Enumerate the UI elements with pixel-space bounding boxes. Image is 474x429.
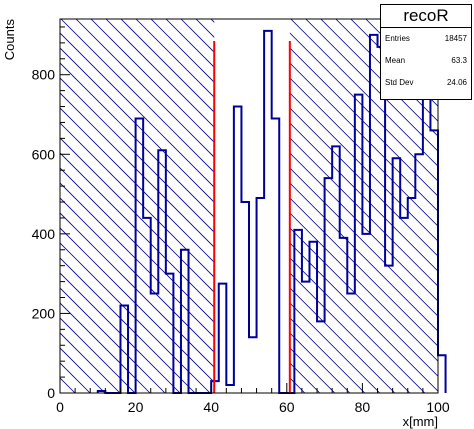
stats-title: recoR (381, 5, 471, 28)
hatch-line (60, 62, 215, 218)
selection-lines-layer (213, 41, 291, 393)
hatch-line (289, 32, 438, 182)
hatch-line (60, 19, 215, 173)
y-tick-label: 800 (32, 67, 56, 83)
hatch-line (289, 302, 381, 393)
hatch-line (289, 167, 438, 317)
x-tick-label: 100 (426, 399, 450, 415)
hatched-region-1 (289, 19, 438, 393)
hatch-line (60, 317, 136, 393)
hatch-line (60, 227, 215, 383)
hatch-line (289, 227, 438, 377)
hatch-line (60, 272, 181, 393)
hatch-line (289, 107, 438, 257)
y-tick-label: 600 (32, 146, 56, 162)
stats-mean-value: 63.3 (451, 56, 467, 65)
hatch-line (120, 19, 215, 113)
plot-frame (59, 18, 439, 394)
hatch-line (305, 19, 438, 152)
hatch-line (289, 47, 438, 197)
hatch-line (289, 152, 438, 302)
hatch-line (289, 197, 438, 347)
hatch-line (135, 19, 215, 98)
stats-mean-label: Mean (385, 56, 406, 65)
hatch-line (289, 317, 366, 393)
hatch-line (60, 257, 196, 393)
hatch-line (289, 212, 438, 362)
stats-row-entries: Entries 18457 (381, 28, 471, 50)
y-tick-label: 200 (32, 305, 56, 321)
x-axis-title: x[mm] (403, 414, 438, 429)
hatch-line (60, 32, 215, 188)
hatch-line (289, 137, 438, 287)
hatch-line (60, 212, 215, 368)
x-tick-label: 20 (128, 399, 144, 415)
stats-stddev-value: 24.06 (446, 78, 467, 87)
hatch-line (289, 77, 438, 227)
hatch-line (289, 122, 438, 272)
x-tick-label: 60 (279, 399, 295, 415)
hatch-line (289, 62, 438, 212)
y-tick-label: 0 (47, 385, 55, 401)
hatch-line (289, 257, 426, 393)
stats-entries-label: Entries (385, 34, 410, 43)
hatch-line (289, 92, 438, 242)
hatch-line (60, 92, 215, 248)
axes-layer: 0 20 40 60 80 100 0 200 400 600 800 (32, 26, 450, 415)
hatch-line (90, 19, 215, 143)
stats-row-stddev: Std Dev 24.06 (381, 72, 471, 94)
hatch-line (60, 167, 215, 323)
hatch-line (60, 137, 215, 293)
hatch-line (290, 19, 438, 167)
histogram-outline (96, 29, 447, 394)
hatch-line (75, 19, 215, 158)
hatch-line (289, 287, 396, 393)
stats-box: recoR Entries 18457 Mean 63.3 Std Dev 24… (380, 4, 472, 100)
hatch-line (60, 182, 215, 338)
hatch-line (105, 19, 215, 128)
hatch-line (60, 77, 215, 233)
stats-stddev-label: Std Dev (385, 78, 414, 87)
histogram-layer (96, 29, 447, 394)
hatch-line (289, 242, 438, 392)
x-tick-label: 80 (355, 399, 371, 415)
x-tick-label: 0 (56, 399, 64, 415)
stats-entries-value: 18457 (444, 34, 467, 43)
hatch-line (60, 287, 166, 393)
x-tick-label: 40 (203, 399, 219, 415)
hatch-line (60, 197, 215, 353)
stats-row-mean: Mean 63.3 (381, 50, 471, 72)
y-tick-label: 400 (32, 226, 56, 242)
y-axis-title: Counts (2, 19, 17, 61)
hatch-line (289, 272, 411, 393)
hatch-line (60, 47, 215, 203)
hatch-line (60, 242, 211, 393)
hatch-line (60, 302, 151, 393)
hatch-line (60, 152, 215, 308)
